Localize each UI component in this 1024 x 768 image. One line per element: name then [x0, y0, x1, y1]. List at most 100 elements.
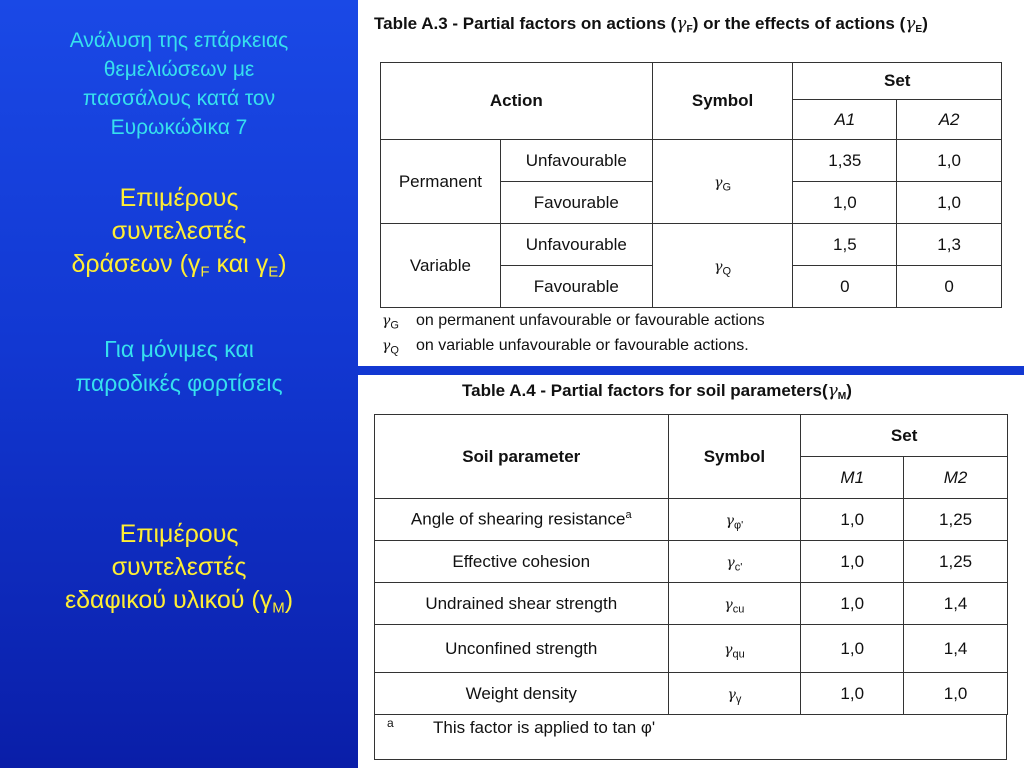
cell-a2: 1,0 — [896, 181, 1002, 224]
header-m2: M2 — [903, 456, 1008, 499]
label-line: συντελεστές — [111, 553, 247, 581]
subscript: G — [722, 180, 732, 193]
cell-m2: 1,4 — [903, 582, 1008, 625]
cell-m1: 1,0 — [800, 624, 905, 673]
gamma-symbol: γ — [724, 596, 733, 613]
table-a4: Soil parameter Symbol Set M1 M2 Angle of… — [374, 414, 1008, 715]
action-factors-label: Επιμέρους συντελεστές δράσεων (γF και γE… — [0, 182, 358, 281]
subscript: G — [390, 319, 399, 332]
header-action: Action — [380, 62, 653, 140]
cell-type: Favourable — [499, 181, 653, 224]
gamma-symbol: γ — [382, 313, 391, 329]
gamma-symbol: γ — [724, 641, 733, 658]
table-row: Unconfined strength γqu 1,0 1,4 — [374, 624, 1008, 673]
table-row: Effective cohesion γc' 1,0 1,25 — [374, 540, 1008, 583]
cell-symbol: γc' — [667, 540, 802, 583]
header-set: Set — [792, 62, 1002, 100]
header-symbol: Symbol — [667, 414, 802, 499]
cell-a2: 1,3 — [896, 223, 1002, 266]
title-text: Table A.3 - Partial factors on actions ( — [374, 14, 677, 33]
title-text: Table A.4 - Partial factors for soil par… — [462, 381, 828, 400]
table-row: Angle of shearing resistancea γφ' 1,0 1,… — [374, 498, 1008, 541]
cell-a1: 1,0 — [792, 181, 898, 224]
gamma-symbol: γ — [726, 554, 735, 571]
footnote: a This factor is applied to tan φ' — [374, 714, 1007, 760]
header-m1: M1 — [800, 456, 905, 499]
subscript: Q — [390, 344, 399, 357]
cell-symbol: γcu — [667, 582, 802, 625]
title-text: ) — [922, 14, 928, 33]
legend-text: on variable unfavourable or favourable a… — [416, 337, 749, 354]
subscript: M — [272, 599, 285, 617]
label-line: παροδικές φορτίσεις — [75, 370, 283, 396]
legend-row: γQ on variable unfavourable or favourable… — [382, 337, 749, 357]
label-line: εδαφικού υλικού (γM) — [0, 584, 358, 617]
subscript: qu — [732, 647, 745, 660]
cell-param: Weight density — [374, 672, 669, 715]
cell-type: Unfavourable — [499, 223, 653, 266]
subscript: E — [915, 24, 923, 36]
cell-a1: 1,35 — [792, 139, 898, 182]
cell-type: Favourable — [499, 265, 653, 308]
cell-a2: 1,0 — [896, 139, 1002, 182]
gamma-symbol: γ — [905, 14, 916, 34]
footnote-text: This factor is applied to tan φ' — [433, 718, 656, 737]
label-text: ) — [284, 586, 294, 614]
cell-param: Unconfined strength — [374, 624, 669, 673]
slide-title-line: Ευρωκώδικα 7 — [110, 116, 248, 139]
header-set: Set — [800, 414, 1008, 457]
label-line: συντελεστές — [111, 217, 247, 245]
subscript: Q — [722, 264, 732, 277]
label-text: δράσεων (γ — [71, 250, 201, 278]
cell-a1: 0 — [792, 265, 898, 308]
soil-factors-label: Επιμέρους συντελεστές εδαφικού υλικού (γ… — [0, 518, 358, 617]
subscript: γ — [735, 692, 742, 705]
footnote-mark: a — [387, 716, 394, 730]
table-a3: Action Symbol Set A1 A2 Permanent Unfavo… — [380, 62, 1002, 308]
label-text: ) — [278, 250, 287, 278]
header-symbol: Symbol — [651, 62, 794, 140]
subscript: φ' — [733, 518, 744, 531]
label-line: Επιμέρους — [119, 520, 239, 548]
title-text: ) or the effects of actions ( — [692, 14, 906, 33]
cell-m2: 1,25 — [903, 540, 1008, 583]
subscript: c' — [734, 560, 743, 573]
table-a4-panel: Table A.4 - Partial factors for soil par… — [358, 375, 1024, 768]
slide-title-line: πασσάλους κατά τον — [82, 87, 276, 110]
title-text: ) — [846, 381, 852, 400]
label-text: και γ — [209, 250, 269, 278]
table-row: Undrained shear strength γcu 1,0 1,4 — [374, 582, 1008, 625]
cell-m1: 1,0 — [800, 498, 905, 541]
cell-a1: 1,5 — [792, 223, 898, 266]
header-a2: A2 — [896, 99, 1002, 140]
footnote-mark: a — [625, 509, 632, 522]
subscript: F — [686, 24, 693, 36]
cell-symbol: γqu — [667, 624, 802, 673]
cell-symbol: γγ — [667, 672, 802, 715]
table-row: Weight density γγ 1,0 1,0 — [374, 672, 1008, 715]
cell-m2: 1,0 — [903, 672, 1008, 715]
cell-group: Permanent — [380, 139, 501, 224]
table-a3-panel: Table A.3 - Partial factors on actions (… — [358, 0, 1024, 375]
cell-type: Unfavourable — [499, 139, 653, 182]
cell-symbol: γG — [651, 139, 794, 224]
cell-param: Effective cohesion — [374, 540, 669, 583]
gamma-symbol: γ — [714, 258, 723, 275]
param-text: Angle of shearing resistance — [410, 509, 626, 529]
cell-group: Variable — [380, 223, 501, 308]
subscript: cu — [732, 602, 745, 615]
subscript: M — [837, 391, 847, 403]
gamma-symbol: γ — [382, 338, 391, 354]
gamma-symbol: γ — [827, 381, 838, 401]
cell-m1: 1,0 — [800, 672, 905, 715]
cell-m1: 1,0 — [800, 582, 905, 625]
left-panel: Ανάλυση της επάρκειας θεμελιώσεων με πασ… — [0, 0, 358, 768]
subscript: E — [268, 263, 279, 281]
cell-symbol: γφ' — [667, 498, 802, 541]
label-line: δράσεων (γF και γE) — [0, 248, 358, 281]
table-a3-title: Table A.3 - Partial factors on actions (… — [374, 14, 928, 36]
cell-param: Undrained shear strength — [374, 582, 669, 625]
cell-m2: 1,4 — [903, 624, 1008, 673]
cell-a2: 0 — [896, 265, 1002, 308]
gamma-symbol: γ — [676, 14, 687, 34]
